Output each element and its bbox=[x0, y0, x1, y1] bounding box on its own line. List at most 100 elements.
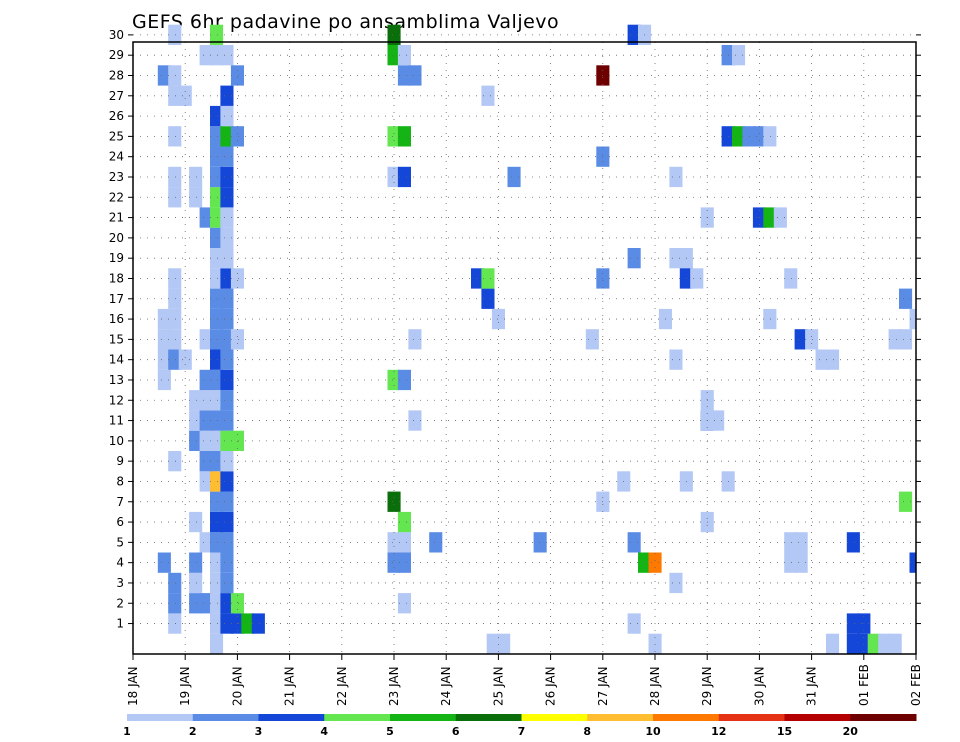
heatmap-cell bbox=[220, 390, 234, 411]
heatmap-cell bbox=[429, 532, 443, 553]
y-tick-label: 18 bbox=[109, 271, 124, 285]
heatmap-cell bbox=[846, 633, 860, 654]
colorbar-label: 6 bbox=[452, 725, 460, 738]
heatmap-cell bbox=[397, 511, 411, 533]
heatmap-cell bbox=[210, 288, 224, 309]
heatmap-cell bbox=[178, 349, 192, 370]
heatmap-cell bbox=[533, 532, 547, 553]
heatmap-cell bbox=[669, 572, 683, 594]
y-tick-label: 29 bbox=[109, 48, 124, 62]
heatmap-cell bbox=[241, 613, 255, 634]
heatmap-cell bbox=[210, 532, 224, 553]
y-tick-label: 24 bbox=[109, 150, 124, 164]
heatmap-cell bbox=[408, 329, 422, 350]
heatmap-cell bbox=[888, 329, 902, 350]
y-tick-label: 7 bbox=[116, 495, 124, 509]
colorbar-segment bbox=[784, 714, 851, 721]
heatmap-cell bbox=[230, 430, 244, 451]
colorbar-label: 10 bbox=[645, 725, 661, 738]
heatmap-cell bbox=[189, 511, 203, 533]
x-tick-label: 22 JAN bbox=[335, 666, 349, 706]
heatmap-cell bbox=[507, 166, 521, 188]
heatmap-cell bbox=[397, 65, 411, 86]
heatmap-cell bbox=[199, 593, 213, 614]
heatmap-cell bbox=[210, 552, 224, 573]
colorbar-segment bbox=[127, 714, 194, 721]
heatmap-cell bbox=[690, 268, 704, 289]
heatmap-cell bbox=[199, 369, 213, 391]
heatmap-cell bbox=[491, 308, 505, 330]
heatmap-cell bbox=[387, 166, 401, 188]
heatmap-cell bbox=[168, 24, 182, 45]
colorbar-segment bbox=[258, 714, 325, 721]
heatmap-cell bbox=[189, 166, 203, 188]
heatmap-cell bbox=[168, 349, 182, 370]
heatmap-cell bbox=[220, 532, 234, 553]
heatmap-cell bbox=[220, 248, 234, 269]
heatmap-cell bbox=[732, 45, 746, 66]
heatmap-cell bbox=[481, 85, 495, 106]
heatmap-cell bbox=[815, 349, 829, 370]
y-tick-label: 13 bbox=[109, 373, 124, 387]
heatmap-cell bbox=[794, 329, 808, 350]
heatmap-cell bbox=[857, 633, 871, 654]
x-tick-label: 21 JAN bbox=[283, 666, 297, 706]
heatmap-cell bbox=[867, 633, 881, 654]
heatmap-cell bbox=[210, 45, 224, 66]
y-tick-label: 16 bbox=[109, 312, 124, 326]
heatmap-cell bbox=[168, 451, 182, 472]
heatmap-cell bbox=[397, 166, 411, 188]
heatmap-cell bbox=[210, 593, 224, 614]
y-tick-label: 10 bbox=[109, 434, 124, 448]
heatmap-cell bbox=[210, 451, 224, 472]
heatmap-cell bbox=[397, 126, 411, 147]
heatmap-cell bbox=[230, 268, 244, 289]
heatmap-cell bbox=[585, 329, 599, 350]
colorbar-label: 5 bbox=[386, 725, 394, 738]
colorbar-label: 20 bbox=[843, 725, 859, 738]
heatmap-cell bbox=[168, 308, 182, 330]
heatmap-cell bbox=[220, 511, 234, 533]
x-tick-label: 30 JAN bbox=[752, 666, 766, 706]
heatmap-cell bbox=[199, 329, 213, 350]
colorbar-label: 12 bbox=[711, 725, 726, 738]
heatmap-cell bbox=[157, 329, 171, 350]
heatmap-cell bbox=[157, 65, 171, 86]
heatmap-cell bbox=[220, 471, 234, 492]
heatmap-cell bbox=[899, 329, 913, 350]
heatmap-cell bbox=[497, 633, 511, 654]
heatmap-cell bbox=[846, 532, 860, 553]
heatmap-cell bbox=[805, 329, 819, 350]
heatmap-cell bbox=[189, 593, 203, 614]
colorbar-segment bbox=[324, 714, 391, 721]
heatmap-cell bbox=[210, 491, 224, 512]
colorbar-label: 2 bbox=[189, 725, 197, 738]
heatmap-cell bbox=[168, 65, 182, 86]
colorbar-label: 3 bbox=[255, 725, 263, 738]
heatmap-cell bbox=[481, 288, 495, 309]
heatmap-cell bbox=[199, 410, 213, 431]
heatmap-cell bbox=[763, 308, 777, 330]
y-tick-label: 27 bbox=[109, 89, 124, 103]
colorbar-segment bbox=[390, 714, 457, 721]
colorbar-segment bbox=[587, 714, 654, 721]
y-tick-label: 14 bbox=[109, 353, 124, 367]
heatmap-cell bbox=[210, 613, 224, 634]
heatmap-cell bbox=[220, 349, 234, 370]
heatmap-cell bbox=[210, 187, 224, 208]
heatmap-cell bbox=[408, 65, 422, 86]
colorbar-label: 4 bbox=[320, 725, 328, 738]
x-tick-label: 28 JAN bbox=[648, 666, 662, 706]
heatmap-cell bbox=[387, 552, 401, 573]
heatmap-cell bbox=[794, 532, 808, 553]
heatmap-cell bbox=[220, 288, 234, 309]
heatmap-cell bbox=[387, 45, 401, 66]
heatmap-cell bbox=[909, 308, 916, 330]
heatmap-cell bbox=[220, 85, 234, 106]
heatmap-cell bbox=[763, 126, 777, 147]
heatmap-cell bbox=[220, 552, 234, 573]
y-axis: 1234567891011121314151617181920212223242… bbox=[109, 28, 921, 631]
colorbar: 1 2 3 4 5 6 7 8 10 12 15 20 bbox=[123, 714, 917, 738]
heatmap-cell bbox=[189, 552, 203, 573]
